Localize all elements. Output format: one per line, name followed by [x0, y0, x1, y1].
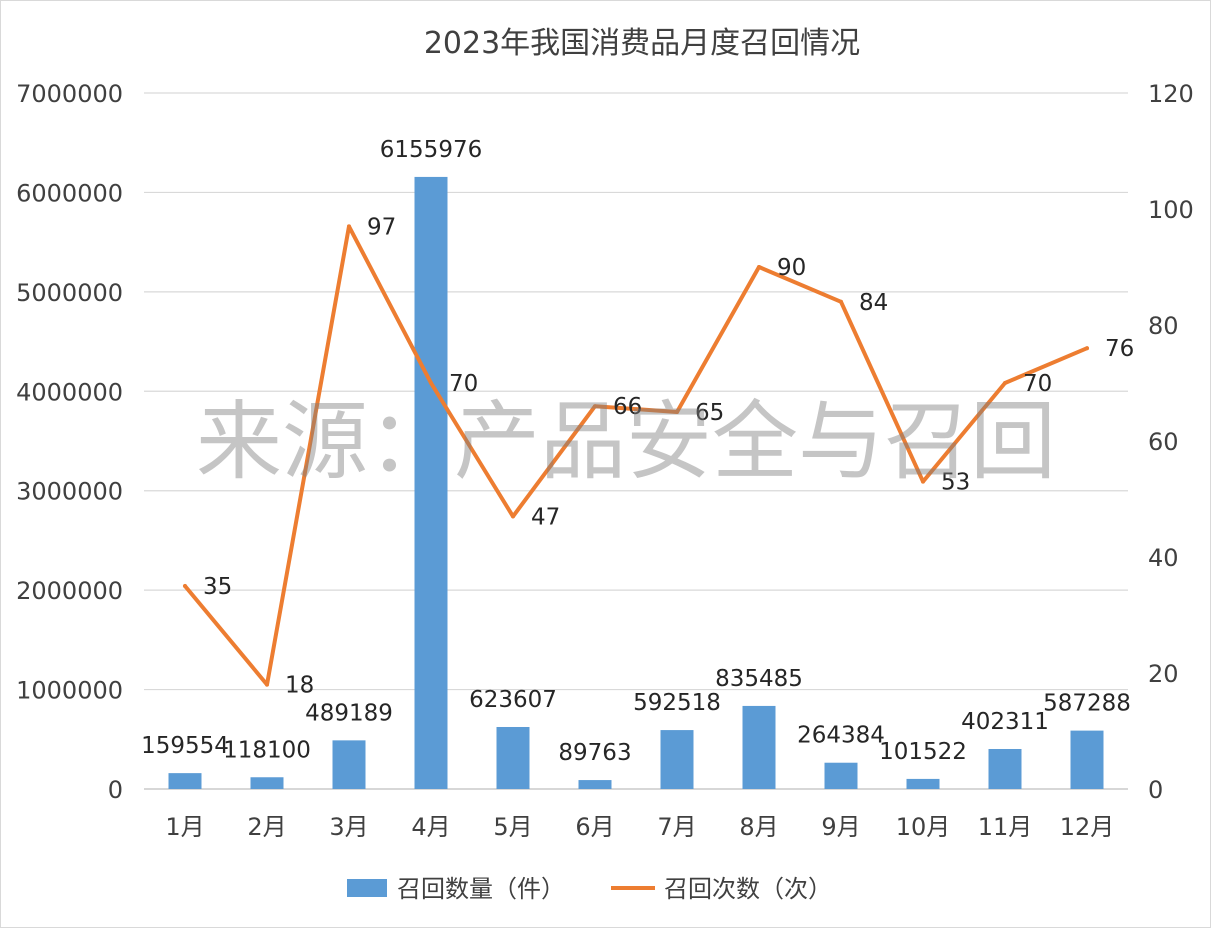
- line-point: [1003, 381, 1007, 385]
- x-tick-label: 11月: [978, 813, 1033, 841]
- x-tick-label: 7月: [657, 813, 696, 841]
- right-tick-label: 100: [1148, 196, 1194, 224]
- line-point: [1085, 346, 1089, 351]
- line-value-label: 53: [941, 470, 970, 496]
- line-value-label: 97: [367, 214, 396, 240]
- bar: [824, 762, 858, 789]
- line-value-label: 70: [449, 371, 478, 397]
- legend-bar-label: 召回数量（件）: [397, 875, 565, 903]
- x-tick-label: 2月: [247, 813, 286, 841]
- watermark: 来源：产品安全与召回: [196, 392, 1056, 492]
- bar-value-label: 118100: [223, 737, 311, 763]
- bar-value-label: 101522: [879, 739, 967, 765]
- x-tick-label: 9月: [821, 813, 860, 841]
- bar-value-label: 587288: [1043, 691, 1131, 717]
- line-point: [429, 381, 433, 385]
- left-tick-label: 0: [108, 776, 123, 804]
- bar: [496, 726, 530, 789]
- x-tick-label: 12月: [1060, 813, 1115, 841]
- line-value-label: 70: [1023, 371, 1052, 397]
- bar: [250, 777, 284, 789]
- bar-value-label: 159554: [141, 733, 229, 759]
- line-value-label: 76: [1105, 336, 1134, 362]
- x-tick-label: 6月: [575, 813, 614, 841]
- line-point: [921, 479, 925, 484]
- line-point: [757, 265, 761, 269]
- left-tick-label: 6000000: [16, 179, 123, 207]
- x-tick-label: 8月: [739, 813, 778, 841]
- bar-value-label: 6155976: [380, 137, 482, 163]
- bar-value-label: 402311: [961, 709, 1049, 735]
- line-value-label: 18: [285, 673, 314, 699]
- line-value-label: 47: [531, 504, 560, 530]
- x-tick-label: 3月: [329, 813, 368, 841]
- line-path: [183, 224, 1089, 687]
- right-tick-label: 80: [1148, 312, 1179, 340]
- right-tick-label: 40: [1148, 544, 1179, 572]
- line-value-label: 35: [203, 574, 232, 600]
- x-tick-label: 1月: [165, 813, 204, 841]
- chart-title: 2023年我国消费品月度召回情况: [424, 26, 860, 61]
- line-series: [183, 224, 1089, 687]
- bar-value-label: 489189: [305, 700, 393, 726]
- bar: [168, 773, 202, 789]
- line-value-label: 66: [613, 394, 642, 420]
- line-point: [675, 410, 679, 414]
- line-value-label: 84: [859, 290, 888, 316]
- x-tick-label: 10月: [896, 813, 951, 841]
- line-point: [347, 224, 351, 229]
- legend: 召回数量（件） 召回次数（次）: [347, 875, 832, 903]
- right-tick-label: 60: [1148, 428, 1179, 456]
- x-axis: 1月 2月 3月 4月 5月 6月 7月 8月 9月 10月 11月 12月: [165, 813, 1114, 841]
- right-axis: 0 20 40 60 80 100 120: [1148, 80, 1194, 804]
- bar-series: [168, 176, 1104, 789]
- left-tick-label: 4000000: [16, 378, 123, 406]
- left-tick-label: 1000000: [16, 677, 123, 705]
- line-point: [183, 584, 187, 588]
- bar: [414, 176, 448, 789]
- left-tick-label: 3000000: [16, 478, 123, 506]
- x-tick-label: 5月: [493, 813, 532, 841]
- bar: [742, 705, 776, 789]
- line-point: [265, 682, 269, 687]
- bar-value-label: 592518: [633, 690, 721, 716]
- line-value-label: 90: [777, 255, 806, 281]
- right-tick-label: 20: [1148, 660, 1179, 688]
- bar-value-label: 623607: [469, 687, 557, 713]
- left-tick-label: 7000000: [16, 80, 123, 108]
- left-tick-label: 5000000: [16, 279, 123, 307]
- left-tick-label: 2000000: [16, 577, 123, 605]
- left-axis: 0 1000000 2000000 3000000 4000000 5000000 6000…: [16, 80, 123, 804]
- right-tick-label: 120: [1148, 80, 1194, 108]
- bar-value-label: 835485: [715, 666, 803, 692]
- line-point: [593, 404, 597, 409]
- bar: [578, 780, 612, 789]
- legend-bar-swatch: [347, 879, 387, 897]
- bar: [332, 740, 366, 789]
- bar-value-label: 89763: [558, 740, 631, 766]
- bar: [988, 748, 1022, 789]
- x-tick-label: 4月: [411, 813, 450, 841]
- line-value-label: 65: [695, 400, 724, 426]
- legend-line-label: 召回次数（次）: [664, 875, 832, 903]
- bar-value-label: 264384: [797, 723, 885, 749]
- bar: [906, 778, 940, 789]
- bar: [1070, 730, 1104, 789]
- bar: [660, 730, 694, 789]
- line-point: [511, 514, 515, 519]
- right-tick-label: 0: [1148, 776, 1163, 804]
- gridlines: [144, 92, 1128, 790]
- line-point: [839, 299, 843, 304]
